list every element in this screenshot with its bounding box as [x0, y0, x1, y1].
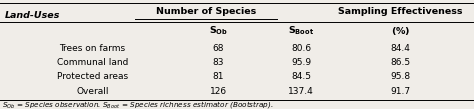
Text: 81: 81: [212, 72, 224, 81]
Text: $\mathbf{S_{Ob}}$: $\mathbf{S_{Ob}}$: [209, 24, 228, 37]
Text: 95.9: 95.9: [291, 58, 311, 67]
Text: 80.6: 80.6: [291, 44, 311, 53]
Text: 83: 83: [212, 58, 224, 67]
Text: Overall: Overall: [76, 87, 109, 95]
Text: Protected areas: Protected areas: [57, 72, 128, 81]
Text: $\mathbf{(\%)}$: $\mathbf{(\%)}$: [391, 25, 410, 37]
Text: 84.4: 84.4: [391, 44, 410, 53]
Text: 68: 68: [212, 44, 224, 53]
Text: Number of Species: Number of Species: [156, 7, 256, 16]
Text: 126: 126: [210, 87, 227, 95]
Text: 91.7: 91.7: [391, 87, 410, 95]
Text: 86.5: 86.5: [391, 58, 410, 67]
Text: Sampling Effectiveness: Sampling Effectiveness: [338, 7, 463, 16]
Text: $S_{Ob}$ = Species observation. $S_{Boot}$ = Species richness estimator (Bootstr: $S_{Ob}$ = Species observation. $S_{Boot…: [2, 99, 274, 109]
Text: 95.8: 95.8: [391, 72, 410, 81]
Text: $\mathbf{S_{Boot}}$: $\mathbf{S_{Boot}}$: [288, 24, 314, 37]
Text: 84.5: 84.5: [291, 72, 311, 81]
Text: 137.4: 137.4: [288, 87, 314, 95]
Text: Communal land: Communal land: [57, 58, 128, 67]
Text: Trees on farms: Trees on farms: [59, 44, 126, 53]
Text: Land-Uses: Land-Uses: [5, 11, 60, 20]
